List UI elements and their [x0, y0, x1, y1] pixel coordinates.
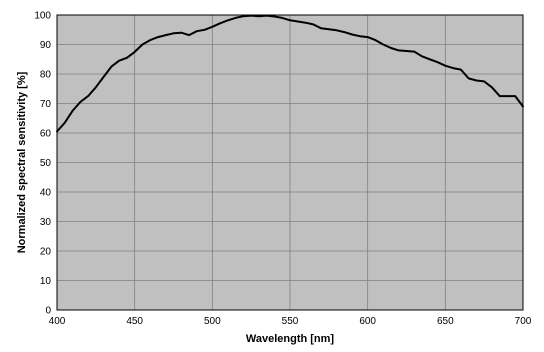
x-axis-title: Wavelength [nm]	[246, 333, 335, 345]
series-line	[56, 14, 524, 133]
y-tick-label: 90	[40, 40, 52, 51]
y-tick-label: 40	[40, 188, 52, 199]
y-tick-label: 60	[40, 129, 52, 140]
x-tick-label: 650	[437, 316, 454, 327]
y-tick-label: 100	[34, 11, 51, 22]
y-tick-label: 30	[40, 217, 52, 228]
x-tick-label: 600	[359, 316, 376, 327]
y-axis-title: Normalized spectral sensitivity [%]	[16, 71, 28, 253]
y-tick-label: 80	[40, 70, 52, 81]
x-tick-label: 700	[515, 316, 532, 327]
y-tick-label: 50	[40, 158, 52, 169]
plot-frame	[56, 14, 524, 311]
tick-labels: 400 450 500 550 600 650 700 0 10 20 30 40 50 60 70 80 90…	[34, 11, 531, 328]
y-tick-label: 70	[40, 99, 52, 110]
y-tick-label: 10	[40, 276, 52, 287]
y-tick-label: 20	[40, 247, 52, 258]
x-tick-label: 450	[126, 316, 143, 327]
series-layer	[56, 14, 524, 133]
y-tick-label: 0	[45, 306, 51, 317]
x-tick-label: 500	[204, 316, 221, 327]
x-tick-label: 400	[49, 316, 66, 327]
x-tick-label: 550	[282, 316, 299, 327]
